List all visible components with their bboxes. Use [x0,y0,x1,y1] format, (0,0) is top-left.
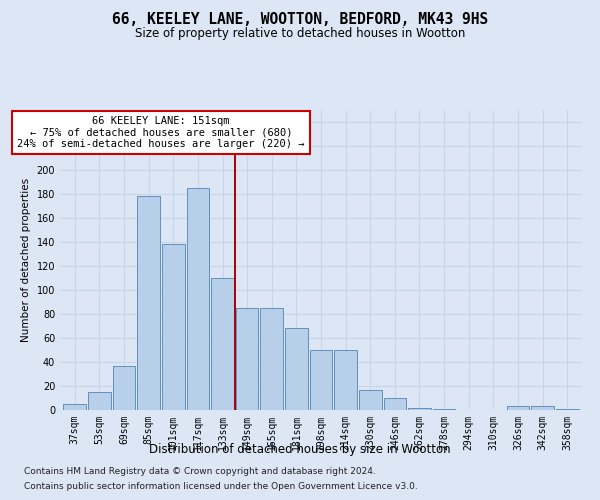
Bar [408,408,431,410]
Bar [113,366,136,410]
Text: Size of property relative to detached houses in Wootton: Size of property relative to detached ho… [135,28,465,40]
Text: Distribution of detached houses by size in Wootton: Distribution of detached houses by size … [149,442,451,456]
Text: Contains public sector information licensed under the Open Government Licence v3: Contains public sector information licen… [24,482,418,491]
Bar [285,328,308,410]
Bar [187,188,209,410]
Y-axis label: Number of detached properties: Number of detached properties [21,178,31,342]
Bar [137,196,160,410]
Bar [211,278,234,410]
Bar [162,244,185,410]
Bar [383,398,406,410]
Bar [310,350,332,410]
Text: Contains HM Land Registry data © Crown copyright and database right 2024.: Contains HM Land Registry data © Crown c… [24,467,376,476]
Bar [359,390,382,410]
Text: 66, KEELEY LANE, WOOTTON, BEDFORD, MK43 9HS: 66, KEELEY LANE, WOOTTON, BEDFORD, MK43 … [112,12,488,28]
Bar [64,404,86,410]
Bar [506,406,529,410]
Bar [531,406,554,410]
Text: 66 KEELEY LANE: 151sqm
← 75% of detached houses are smaller (680)
24% of semi-de: 66 KEELEY LANE: 151sqm ← 75% of detached… [17,116,305,149]
Bar [88,392,111,410]
Bar [260,308,283,410]
Bar [433,409,455,410]
Bar [556,409,578,410]
Bar [236,308,259,410]
Bar [334,350,357,410]
